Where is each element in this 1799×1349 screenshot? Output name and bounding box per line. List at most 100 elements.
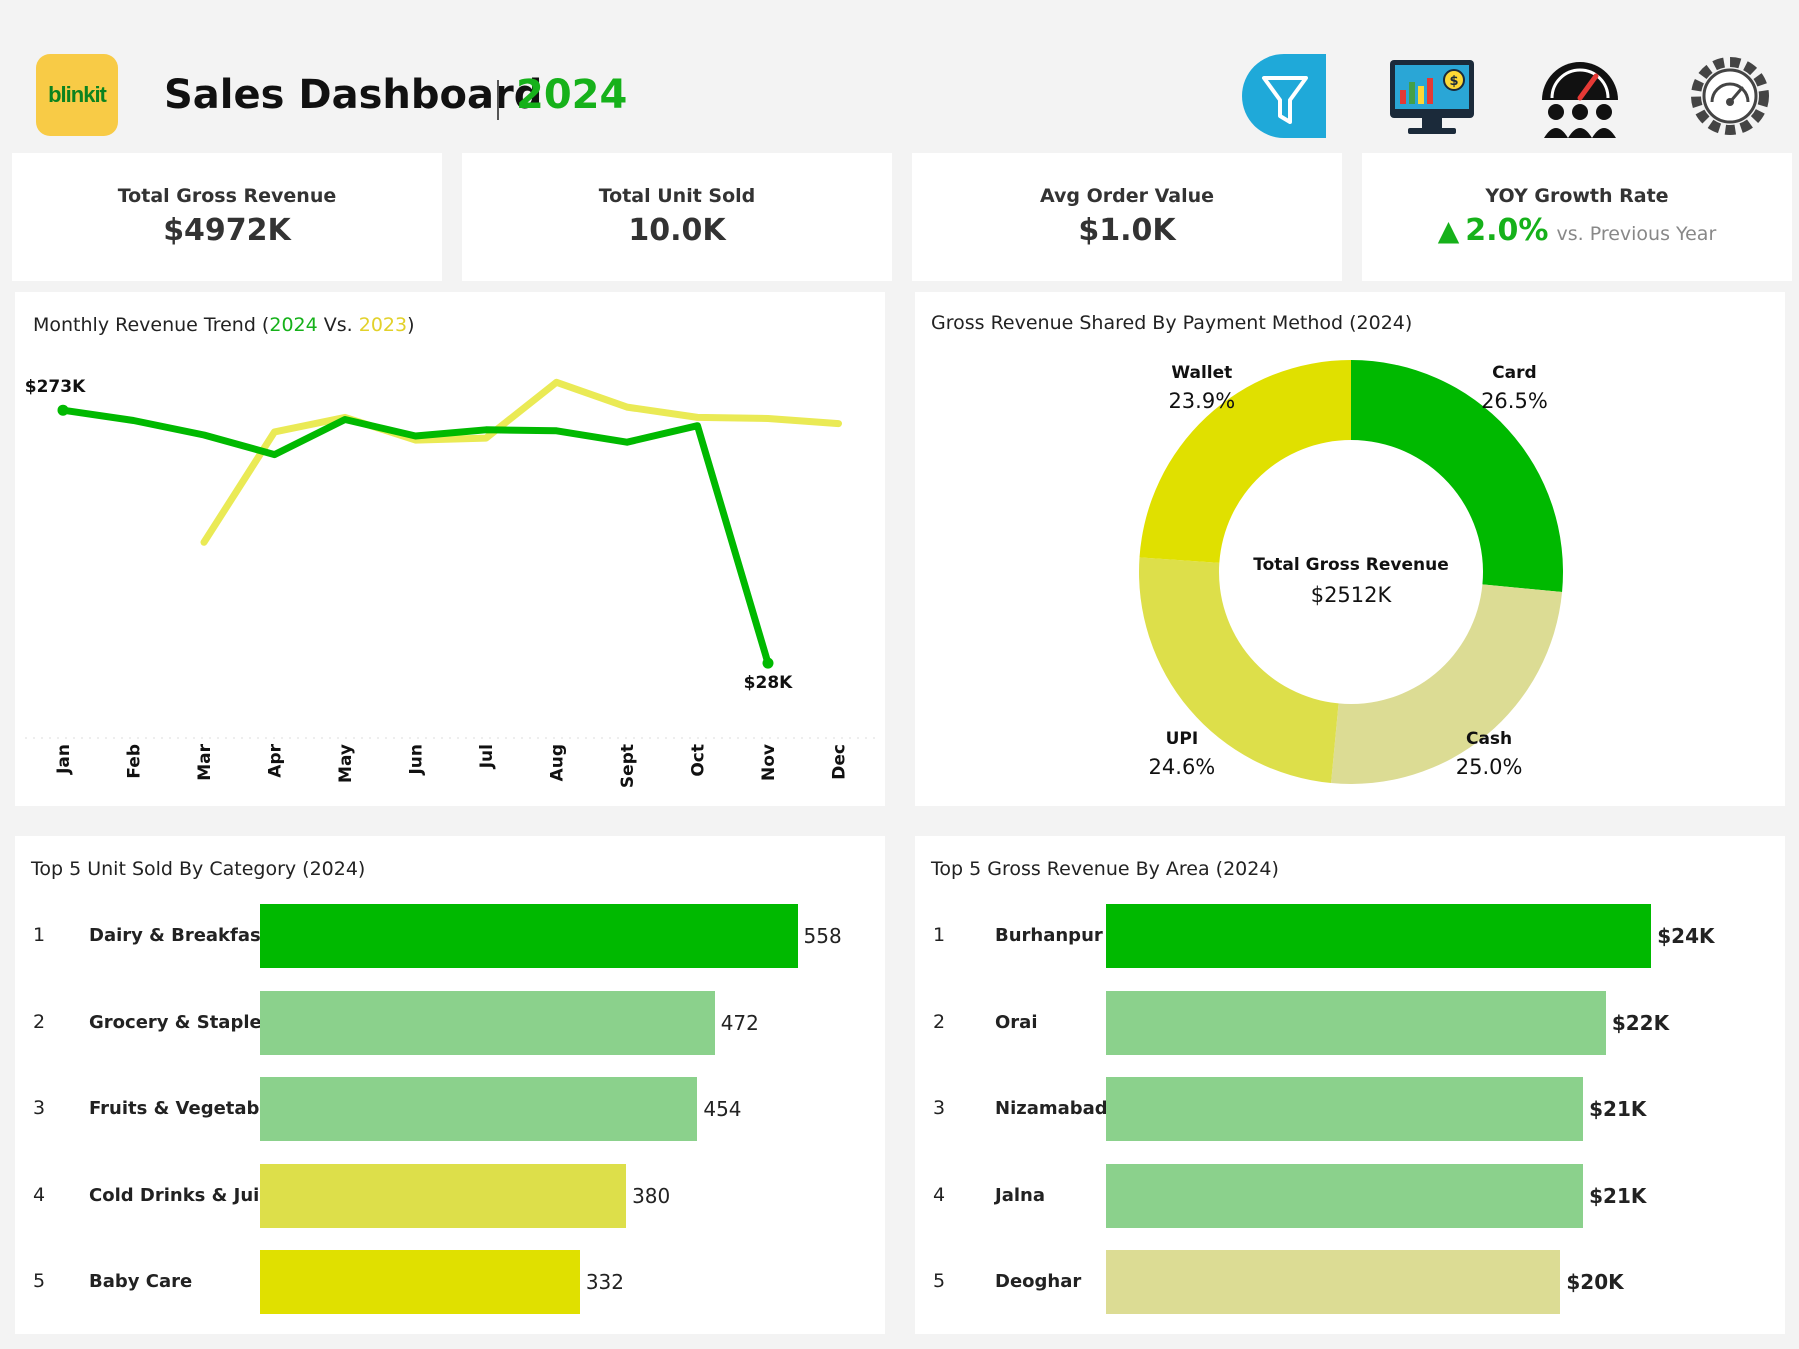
bar-value-label: $20K <box>1566 1270 1624 1294</box>
chart-title: Monthly Revenue Trend (2024 Vs. 2023) <box>33 314 415 336</box>
kpi-label: Total Unit Sold <box>598 185 756 207</box>
bar-rank: 2 <box>33 1010 46 1033</box>
donut-slice-cash <box>1331 584 1563 784</box>
kpi-card-avg-order-value: Avg Order Value $1.0K <box>912 153 1342 281</box>
bar-rank: 3 <box>933 1097 946 1119</box>
kpi-value: 2.0% <box>1465 213 1549 248</box>
monthly-revenue-trend-panel: Monthly Revenue Trend (2024 Vs. 2023) $2… <box>15 292 885 806</box>
chart-title: Gross Revenue Shared By Payment Method (… <box>931 312 1413 334</box>
bar-value-label: $21K <box>1589 1183 1647 1208</box>
kpi-comparison-text: vs. Previous Year <box>1556 223 1717 245</box>
top-category-panel: Top 5 Unit Sold By Category (2024) 1 Dair… <box>15 836 885 1334</box>
bar-rank: 5 <box>33 1270 46 1292</box>
bar <box>260 990 715 1055</box>
x-tick-label: Dec <box>830 744 850 780</box>
bar-rank: 4 <box>33 1183 46 1206</box>
x-tick-label: Feb <box>125 744 145 779</box>
donut-slice-card <box>1351 360 1563 592</box>
bar-rank: 3 <box>33 1097 46 1119</box>
bar-category-label: Orai <box>995 1011 1038 1033</box>
series-line-2023 <box>200 378 842 546</box>
title-part: Vs. <box>317 314 359 336</box>
slice-label: UPI <box>1166 729 1199 749</box>
logo-text: blinkit <box>48 82 107 107</box>
data-label: $273K <box>25 377 86 397</box>
data-point-marker <box>762 657 774 669</box>
x-tick-label: Aug <box>548 744 568 781</box>
bar-rank: 1 <box>33 924 46 946</box>
chart-title: Top 5 Gross Revenue By Area (2024) <box>931 858 1279 880</box>
line-chart: $273K $28K Jan Feb Mar Apr May Jun Jul Aug Sept Oct… <box>25 377 875 788</box>
bar-value-label: $24K <box>1657 924 1715 948</box>
title-series-2024: 2024 <box>269 314 318 336</box>
performance-gauge-team-icon[interactable] <box>1536 52 1624 140</box>
bar <box>1106 1077 1584 1141</box>
bar-value-label: $22K <box>1611 1010 1670 1035</box>
x-tick-label: Nov <box>759 744 779 781</box>
bar-category-label: Burhanpur <box>995 925 1103 946</box>
kpi-label: Total Gross Revenue <box>117 185 337 207</box>
bar-value-label: 454 <box>703 1097 742 1121</box>
donut-slice-wallet <box>1139 360 1351 563</box>
donut-center-value: $2512K <box>1311 583 1393 607</box>
bar <box>260 904 798 968</box>
bar-rank: 2 <box>933 1010 946 1033</box>
kpi-value: $4972K <box>163 213 291 248</box>
bar-category-label: Cold Drinks & Juices <box>89 1184 293 1206</box>
bar-category-label: Dairy & Breakfast <box>89 925 270 946</box>
slice-label: Wallet <box>1171 363 1232 383</box>
x-tick-label: Mar <box>195 743 215 780</box>
x-tick-label: Sept <box>618 744 638 788</box>
monitor-analytics-icon[interactable]: $ <box>1388 52 1476 140</box>
bar <box>260 1250 580 1314</box>
title-divider <box>497 80 499 120</box>
filter-icon[interactable] <box>1240 52 1328 140</box>
page-title-year: 2024 <box>516 72 628 118</box>
svg-text:$: $ <box>1449 74 1458 89</box>
bar-value-label: $21K <box>1589 1097 1647 1121</box>
slice-value-label: 25.0% <box>1456 755 1523 779</box>
bar-value-label: 332 <box>585 1270 624 1294</box>
x-tick-label: Oct <box>689 744 709 777</box>
bar-rank: 4 <box>933 1183 946 1206</box>
bar-category-label: Nizamabad <box>995 1098 1108 1119</box>
page-title: Sales Dashboard <box>164 72 543 118</box>
donut-slice-upi <box>1139 557 1339 784</box>
bar <box>1106 1163 1584 1228</box>
up-arrow-icon: ▲ <box>1437 214 1460 247</box>
x-tick-label: Jul <box>477 744 497 769</box>
bar-value-label: 380 <box>632 1183 671 1208</box>
slice-label: Card <box>1492 363 1537 383</box>
blinkit-logo: blinkit <box>36 54 118 136</box>
settings-gauge-icon[interactable] <box>1686 52 1774 140</box>
kpi-value: 10.0K <box>628 213 726 248</box>
kpi-label: Avg Order Value <box>1039 185 1215 207</box>
bar-category-label: Grocery & Staples <box>89 1011 273 1033</box>
bar-category-label: Jalna <box>995 1184 1045 1206</box>
bar-value-label: 558 <box>803 924 842 948</box>
kpi-value: $1.0K <box>1078 213 1176 248</box>
bar-rank: 5 <box>933 1270 946 1292</box>
slice-value-label: 24.6% <box>1149 755 1216 779</box>
x-tick-label: Apr <box>266 743 286 777</box>
donut-chart: Card 26.5% Cash 25.0% UPI 24.6% Wallet 23.9% Tot… <box>1139 360 1563 784</box>
data-point-marker <box>57 404 69 416</box>
kpi-label: YOY Growth Rate <box>1485 185 1669 207</box>
bar-category-label: Baby Care <box>89 1271 193 1292</box>
bar <box>260 1163 627 1228</box>
donut-center-label: Total Gross Revenue <box>1253 555 1449 575</box>
series-line-2024 <box>59 406 772 667</box>
bar <box>1106 904 1652 968</box>
top-area-panel: Top 5 Gross Revenue By Area (2024) 1 Burh… <box>915 836 1785 1334</box>
bar <box>1106 990 1606 1055</box>
x-tick-label: Jan <box>54 744 74 775</box>
bar-value-label: 472 <box>720 1010 759 1035</box>
chart-title: Top 5 Unit Sold By Category (2024) <box>31 858 366 880</box>
title-part: ) <box>407 314 415 336</box>
x-tick-label: May <box>336 744 356 783</box>
title-part: Monthly Revenue Trend ( <box>33 314 270 336</box>
payment-method-panel: Gross Revenue Shared By Payment Method (… <box>915 292 1785 806</box>
x-tick-label: Jun <box>407 744 427 776</box>
slice-value-label: 23.9% <box>1168 389 1235 413</box>
kpi-card-unit-sold: Total Unit Sold 10.0K <box>462 153 892 281</box>
